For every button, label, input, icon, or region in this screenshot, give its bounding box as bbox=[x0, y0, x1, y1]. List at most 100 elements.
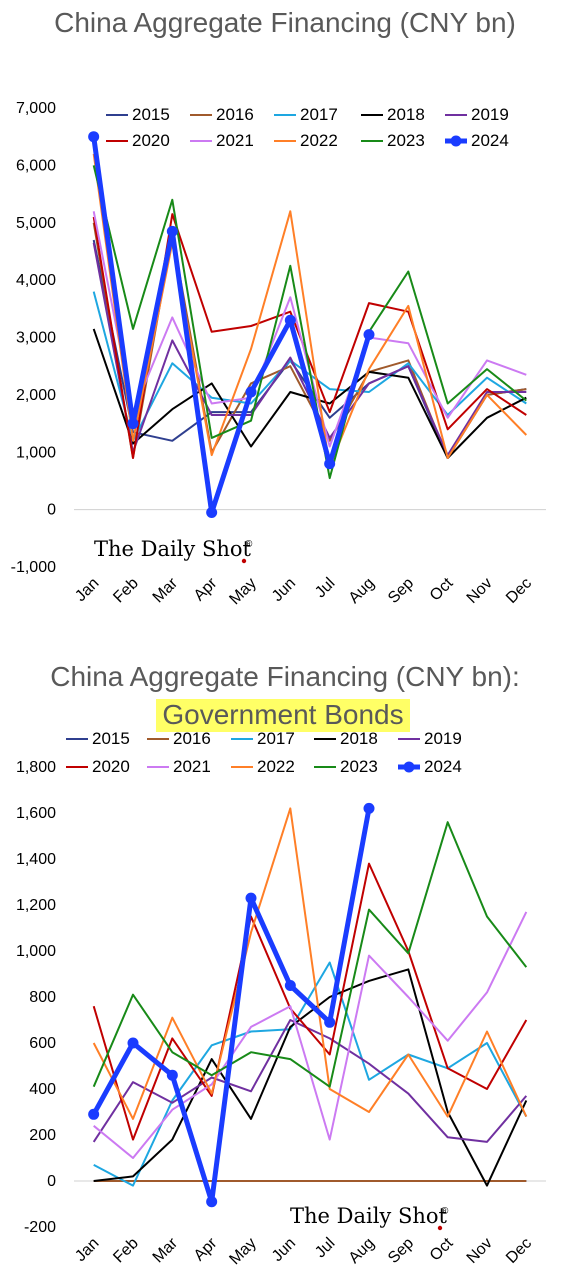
legend-label: 2016 bbox=[216, 105, 254, 124]
legend-label: 2016 bbox=[173, 729, 211, 748]
series-line-2020 bbox=[92, 862, 528, 1141]
series-point-2024 bbox=[284, 980, 296, 991]
legend: 2015 2016 2017 2018 2019 2020 2021 2022 2023 2024 bbox=[106, 105, 509, 150]
x-tick-label: Apr bbox=[191, 1234, 221, 1264]
y-tick-label: 1,400 bbox=[16, 851, 56, 868]
legend-label: 2017 bbox=[300, 105, 338, 124]
y-tick-label: 7,000 bbox=[16, 100, 56, 117]
x-tick-label: Aug bbox=[346, 1235, 378, 1267]
x-tick-label: Apr bbox=[191, 574, 221, 604]
y-tick-label: 800 bbox=[29, 989, 56, 1006]
series-line-2024 bbox=[91, 136, 372, 515]
legend-label: 2019 bbox=[424, 729, 462, 748]
brand-text: The Daily Shot bbox=[94, 537, 252, 561]
x-tick-label: May bbox=[226, 575, 259, 608]
legend-label: 2022 bbox=[300, 131, 338, 150]
legend-item-2023: 2023 bbox=[314, 757, 378, 776]
x-tick-label: Jul bbox=[312, 575, 338, 601]
legend: 2015 2016 2017 2018 2019 2020 2021 2022 2023 2024 bbox=[66, 729, 462, 776]
x-tick-label: Feb bbox=[110, 1235, 142, 1267]
series-point-2024 bbox=[166, 1069, 178, 1081]
x-tick-label: Jul bbox=[312, 1235, 338, 1261]
y-tick-label: 4,000 bbox=[16, 272, 56, 289]
x-tick-label: Dec bbox=[503, 575, 535, 607]
series-line-2023 bbox=[92, 821, 528, 1088]
chart-aggregate-financing: China Aggregate Financing (CNY bn) -1,00… bbox=[11, 7, 546, 608]
legend-item-2022: 2022 bbox=[274, 131, 338, 150]
brand-mark: ® bbox=[245, 539, 253, 550]
x-tick-label: Feb bbox=[110, 575, 142, 607]
y-tick-label: 1,200 bbox=[16, 897, 56, 914]
legend-swatch-marker bbox=[403, 761, 415, 773]
series-point-2024 bbox=[324, 1016, 336, 1028]
legend-label: 2020 bbox=[132, 131, 170, 150]
x-tick-label: Nov bbox=[464, 575, 496, 607]
series-line-2017 bbox=[93, 961, 528, 1187]
legend-label: 2020 bbox=[92, 757, 130, 776]
legend-label: 2023 bbox=[340, 757, 378, 776]
legend-label: 2023 bbox=[387, 131, 425, 150]
chart-subtitle: Government Bonds bbox=[162, 699, 403, 730]
y-tick-label: 1,000 bbox=[16, 444, 56, 461]
x-tick-label: Jan bbox=[72, 1235, 102, 1265]
x-tick-label: Jan bbox=[72, 575, 102, 605]
legend-item-2018: 2018 bbox=[361, 105, 425, 124]
y-tick-label: 3,000 bbox=[16, 330, 56, 347]
series-point-2024 bbox=[166, 225, 178, 237]
x-tick-label: Oct bbox=[427, 1234, 457, 1264]
legend-item-2015: 2015 bbox=[106, 105, 170, 124]
legend-item-2019: 2019 bbox=[398, 729, 462, 748]
legend-label: 2018 bbox=[340, 729, 378, 748]
legend-label: 2024 bbox=[424, 757, 462, 776]
x-tick-label: Mar bbox=[150, 1234, 182, 1266]
series-point-2024 bbox=[88, 1108, 100, 1120]
series-line-2023 bbox=[92, 165, 527, 480]
x-tick-label: May bbox=[226, 1235, 259, 1268]
legend-item-2018: 2018 bbox=[314, 729, 378, 748]
legend-item-2024: 2024 bbox=[398, 757, 462, 776]
x-tick-label: Dec bbox=[503, 1235, 535, 1267]
legend-item-2017: 2017 bbox=[231, 729, 295, 748]
legend-item-2020: 2020 bbox=[106, 131, 170, 150]
series-point-2024 bbox=[363, 329, 375, 341]
series-point-2024 bbox=[206, 506, 218, 518]
y-tick-label: -200 bbox=[24, 1219, 56, 1236]
y-tick-label: 200 bbox=[29, 1127, 56, 1144]
legend-label: 2017 bbox=[257, 729, 295, 748]
x-tick-label: Mar bbox=[150, 574, 182, 606]
y-tick-label: 1,000 bbox=[16, 943, 56, 960]
x-tick-label: Aug bbox=[346, 575, 378, 607]
y-tick-label: 0 bbox=[47, 1173, 56, 1190]
y-tick-label: 400 bbox=[29, 1081, 56, 1098]
y-tick-label: 600 bbox=[29, 1035, 56, 1052]
x-tick-label: Sep bbox=[385, 575, 417, 607]
legend-item-2021: 2021 bbox=[147, 757, 211, 776]
y-tick-label: 1,600 bbox=[16, 805, 56, 822]
legend-label: 2022 bbox=[257, 757, 295, 776]
brand-mark: ® bbox=[441, 1206, 449, 1217]
x-tick-label: Jun bbox=[269, 1235, 299, 1265]
chart-government-bonds: China Aggregate Financing (CNY bn): Gove… bbox=[16, 661, 546, 1268]
subtitle-highlight bbox=[156, 699, 410, 732]
brand-dot bbox=[437, 1225, 443, 1231]
legend-item-2023: 2023 bbox=[361, 131, 425, 150]
legend-item-2016: 2016 bbox=[147, 729, 211, 748]
legend-item-2021: 2021 bbox=[190, 131, 254, 150]
y-tick-label: 5,000 bbox=[16, 215, 56, 232]
chart-title: China Aggregate Financing (CNY bn) bbox=[54, 7, 516, 38]
legend-swatch-marker bbox=[450, 135, 462, 147]
y-tick-label: 6,000 bbox=[16, 157, 56, 174]
plot-area: -1,000 0 1,000 2,000 3,000 4,000 5,000 6,000 7,0… bbox=[11, 100, 546, 608]
legend-label: 2021 bbox=[173, 757, 211, 776]
legend-item-2016: 2016 bbox=[190, 105, 254, 124]
legend-item-2022: 2022 bbox=[231, 757, 295, 776]
x-tick-label: Nov bbox=[464, 1235, 496, 1267]
legend-item-2017: 2017 bbox=[274, 105, 338, 124]
y-tick-label: 0 bbox=[47, 502, 56, 519]
series-point-2024 bbox=[284, 314, 296, 326]
brand-logo: The Daily Shot ® bbox=[290, 1204, 449, 1231]
legend-label: 2021 bbox=[216, 131, 254, 150]
series-point-2024 bbox=[206, 1196, 218, 1208]
legend-item-2015: 2015 bbox=[66, 729, 130, 748]
series-point-2024 bbox=[127, 1037, 139, 1049]
